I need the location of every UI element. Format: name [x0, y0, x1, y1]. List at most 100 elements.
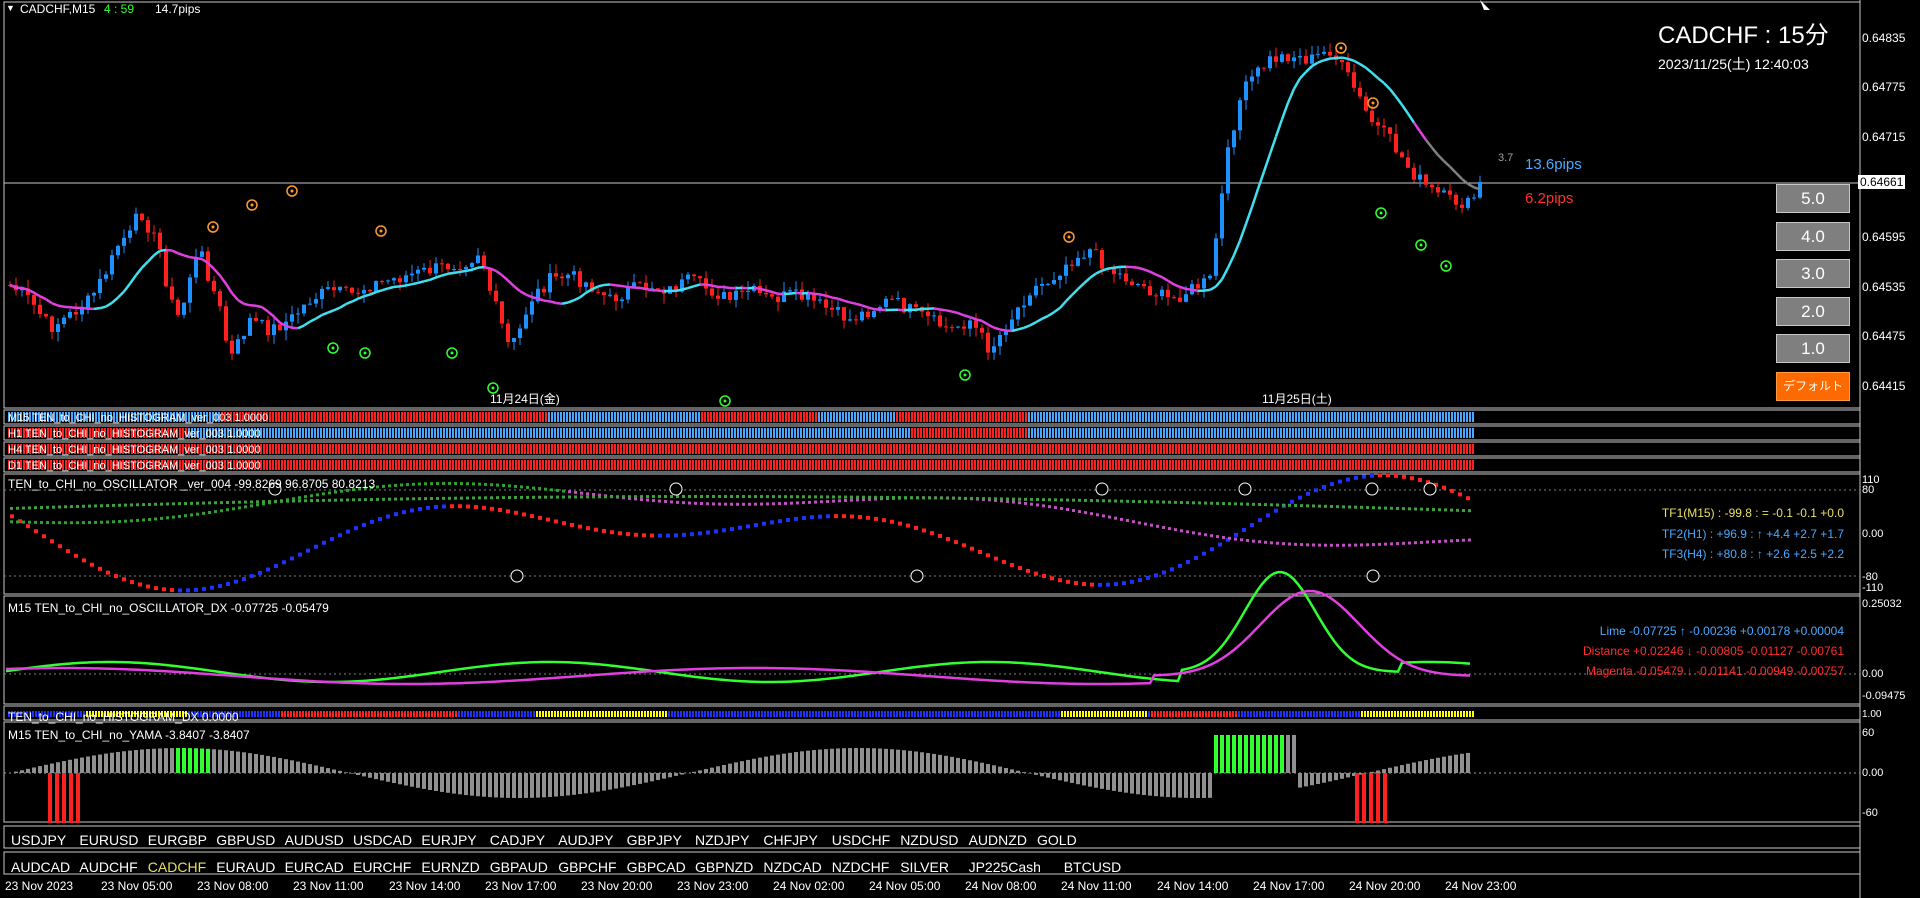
histogram-bar [557, 428, 559, 438]
moving-average [765, 289, 773, 294]
histogram-bar [524, 444, 526, 454]
symbol-nzdusd[interactable]: NZDUSD [900, 832, 959, 848]
histogram-bar [863, 412, 865, 422]
symbol-nzdcad[interactable]: NZDCAD [763, 859, 822, 875]
symbol-gbpchf[interactable]: GBPCHF [558, 859, 617, 875]
histogram-bar [863, 444, 865, 454]
osc-slow-dot [1084, 511, 1087, 515]
histogram-bar [572, 460, 574, 470]
histogram-bar [404, 460, 406, 470]
symbol-chfjpy[interactable]: CHFJPY [763, 832, 818, 848]
dx-histogram-bar [515, 711, 517, 717]
candle [596, 291, 600, 293]
histogram-bar [533, 444, 535, 454]
symbol-gbpjpy[interactable]: GBPJPY [626, 832, 682, 848]
moving-average [813, 292, 821, 296]
histogram-bar [710, 428, 712, 438]
histogram-bar [1043, 428, 1045, 438]
symbol-cadjpy[interactable]: CADJPY [489, 832, 546, 848]
histogram-bar [980, 444, 982, 454]
default-button[interactable]: デフォルト [1776, 372, 1850, 401]
yama-bar [722, 764, 726, 773]
dx-histogram-bar [1331, 711, 1333, 717]
osc-slow-dot [544, 487, 547, 491]
histogram-bar [698, 460, 700, 470]
symbol-audusd[interactable]: AUDUSD [284, 832, 344, 848]
multiplier-2-button[interactable]: 2.0 [1776, 297, 1850, 326]
histogram-bar [1289, 444, 1291, 454]
symbol-btcusd[interactable]: BTCUSD [1063, 859, 1122, 875]
histogram-bar [731, 428, 733, 438]
symbol-nzdjpy[interactable]: NZDJPY [695, 832, 750, 848]
histogram-bar [134, 460, 136, 470]
symbol-gbpaud[interactable]: GBPAUD [489, 859, 548, 875]
dx-histogram-bar [884, 711, 886, 717]
osc-slow-dot [184, 502, 187, 506]
symbol-audcad[interactable]: AUDCAD [11, 859, 71, 875]
osc-dot [642, 533, 646, 538]
histogram-bar [128, 460, 130, 470]
dx-histogram-bar [287, 711, 289, 717]
symbol-jp225cash[interactable]: JP225Cash [968, 859, 1041, 875]
multiplier-4-button[interactable]: 4.0 [1776, 222, 1850, 251]
histogram-bar [242, 428, 244, 438]
candle [764, 292, 768, 295]
histogram-bar [473, 428, 475, 438]
multiplier-1-button[interactable]: 1.0 [1776, 334, 1850, 363]
candle [302, 304, 306, 314]
symbol-audnzd[interactable]: AUDNZD [968, 832, 1027, 848]
symbol-gbpnzd[interactable]: GBPNZD [695, 859, 754, 875]
histogram-bar [431, 444, 433, 454]
osc-dot [1338, 479, 1342, 484]
osc-dot [418, 506, 422, 511]
osc-slow-dot [790, 495, 793, 499]
histogram-bar [1076, 428, 1078, 438]
collapse-arrow-icon[interactable]: ▼ [6, 3, 15, 13]
histogram-bar [734, 428, 736, 438]
symbol-gold[interactable]: GOLD [1037, 832, 1077, 848]
osc-slow-dot [592, 495, 595, 499]
osc-slow-dot [226, 508, 229, 512]
histogram-bar [722, 412, 724, 422]
symbol-eurnzd[interactable]: EURNZD [421, 859, 480, 875]
symbol-gbpcad[interactable]: GBPCAD [626, 859, 686, 875]
osc-slow-dot [502, 483, 505, 487]
histogram-bar [1238, 428, 1240, 438]
histogram-bar [1148, 412, 1150, 422]
moving-average [1377, 77, 1385, 85]
symbol-eurgbp[interactable]: EURGBP [147, 832, 207, 848]
histogram-bar [149, 428, 151, 438]
histogram-bar [1337, 444, 1339, 454]
histogram-bar [1151, 444, 1153, 454]
histogram-bar [1058, 412, 1060, 422]
symbol-gbpusd[interactable]: GBPUSD [216, 832, 276, 848]
osc-slow-dot [1012, 497, 1015, 501]
histogram-bar [683, 460, 685, 470]
symbol-euraud[interactable]: EURAUD [216, 859, 276, 875]
symbol-eurusd[interactable]: EURUSD [79, 832, 139, 848]
symbol-usdchf[interactable]: USDCHF [831, 832, 891, 848]
dx-histogram-bar [605, 711, 607, 717]
osc-dot [682, 532, 686, 537]
yama-bar [398, 773, 402, 785]
histogram-bar [1421, 460, 1423, 470]
multiplier-5-button[interactable]: 5.0 [1776, 184, 1850, 213]
histogram-bar [146, 412, 148, 422]
histogram-bar [941, 444, 943, 454]
histogram-bar [104, 412, 106, 422]
symbol-cadchf[interactable]: CADCHF [147, 859, 207, 875]
symbol-nzdchf[interactable]: NZDCHF [831, 859, 890, 875]
candle [116, 245, 120, 256]
symbol-usdjpy[interactable]: USDJPY [11, 832, 67, 848]
multiplier-3-button[interactable]: 3.0 [1776, 259, 1850, 288]
symbol-silver[interactable]: SILVER [900, 859, 949, 875]
dx-histogram-bar [407, 711, 409, 717]
symbol-usdcad[interactable]: USDCAD [353, 832, 413, 848]
symbol-eurcad[interactable]: EURCAD [284, 859, 344, 875]
symbol-audchf[interactable]: AUDCHF [79, 859, 138, 875]
symbol-eurjpy[interactable]: EURJPY [421, 832, 477, 848]
symbol-eurchf[interactable]: EURCHF [353, 859, 412, 875]
dx-histogram-bar [1064, 711, 1066, 717]
symbol-audjpy[interactable]: AUDJPY [558, 832, 614, 848]
